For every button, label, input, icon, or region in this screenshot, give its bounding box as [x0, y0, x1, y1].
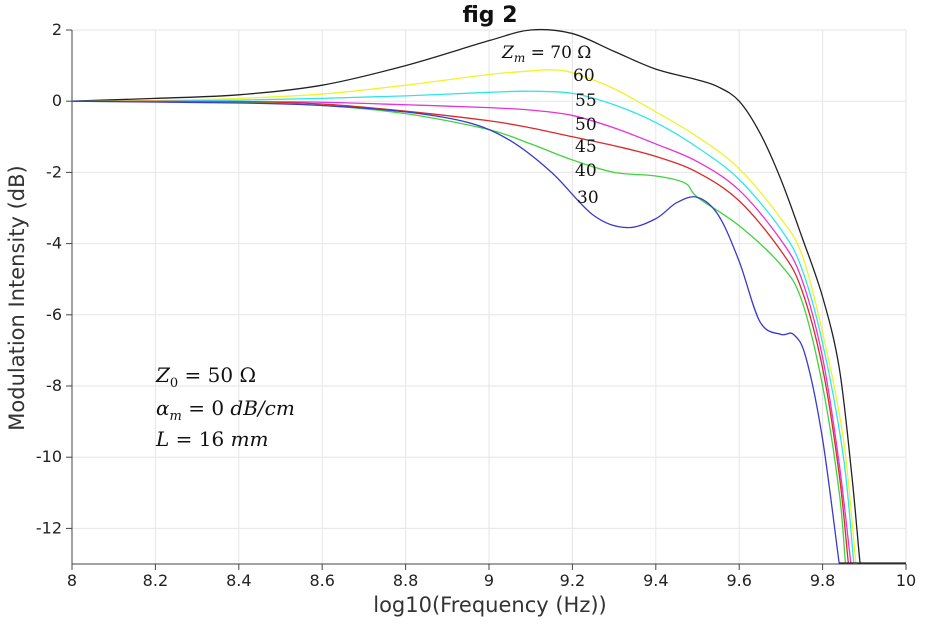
- series-line-30: [72, 100, 840, 564]
- parameter-annotations: Z0 = 50 Ω αm = 0 dB/cm L = 16 mm: [155, 363, 295, 451]
- x-tick-label: 8.4: [226, 571, 251, 590]
- series-line-55: [72, 90, 855, 564]
- param-line: L = 16 mm: [155, 427, 269, 451]
- axes: [66, 29, 907, 570]
- curve-label: 45: [575, 137, 597, 157]
- y-tick-label: -10: [36, 447, 62, 466]
- tick-labels: 8 8.2 8.4 8.6 8.8 9 9.2 9.4 9.6 9.8 10 2 0 -2 -4 -6 -8 -1…: [36, 20, 916, 590]
- x-tick-label: 8: [67, 571, 77, 590]
- x-tick-label: 9.8: [810, 571, 835, 590]
- x-tick-label: 9.4: [643, 571, 668, 590]
- x-tick-label: 9.6: [726, 571, 751, 590]
- x-tick-label: 9: [484, 571, 494, 590]
- y-tick-label: -4: [46, 234, 62, 253]
- curve-label: 60: [573, 66, 595, 86]
- x-tick-label: 8.6: [309, 571, 334, 590]
- series-line-70: [72, 28, 861, 564]
- series-line-45: [72, 100, 850, 564]
- grid-lines: [71, 29, 907, 564]
- x-tick-label: 9.2: [560, 571, 585, 590]
- y-tick-label: -6: [46, 305, 62, 324]
- series-line-60: [72, 69, 857, 564]
- curve-label: 55: [575, 91, 597, 111]
- y-tick-label: -8: [46, 376, 62, 395]
- zm-label: Zm = 70 Ω: [501, 43, 591, 65]
- x-tick-label: 8.8: [393, 571, 418, 590]
- curve-label: 50: [575, 115, 597, 135]
- data-series: [72, 28, 906, 564]
- y-tick-label: 2: [52, 20, 62, 39]
- curve-label: 40: [575, 161, 597, 181]
- y-tick-label: 0: [52, 91, 62, 110]
- param-line: αm = 0 dB/cm: [156, 396, 295, 424]
- x-axis-label: log10(Frequency (Hz)): [373, 593, 606, 617]
- y-tick-label: -12: [36, 518, 62, 537]
- chart-title: fig 2: [462, 3, 517, 28]
- series-line-50: [72, 100, 852, 564]
- y-axis-label: Modulation Intensity (dB): [5, 165, 29, 430]
- curve-label: 30: [577, 188, 599, 208]
- y-tick-label: -2: [46, 162, 62, 181]
- x-tick-label: 8.2: [143, 571, 168, 590]
- x-tick-label: 10: [896, 571, 916, 590]
- param-line: Z0 = 50 Ω: [155, 363, 256, 391]
